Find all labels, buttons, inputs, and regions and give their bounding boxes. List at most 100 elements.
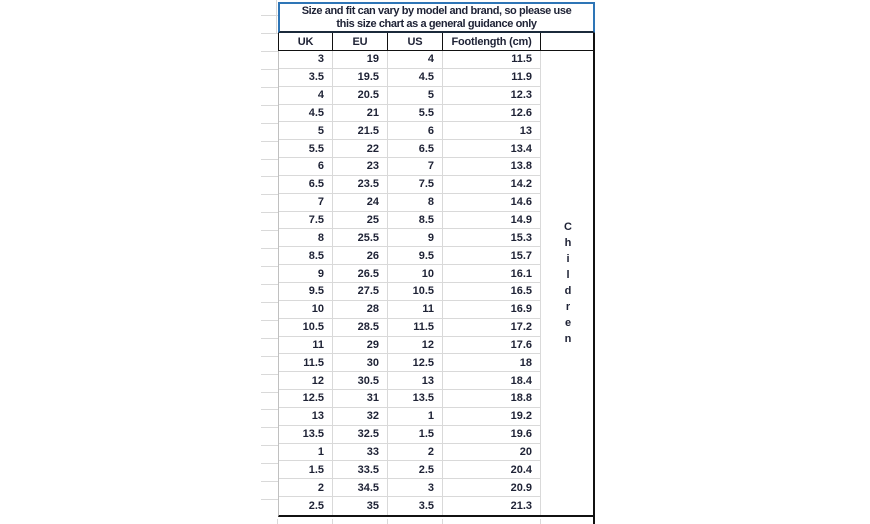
size-notice-line-1: Size and fit can vary by model and brand… — [301, 4, 572, 17]
cell-eu: 25.5 — [333, 229, 388, 248]
table-row: 8.5 26 9.5 15.7 — [279, 247, 593, 266]
table-row: 2.5 35 3.5 21.3 — [279, 497, 593, 515]
children-label-letter: d — [564, 285, 572, 297]
gridline-stub — [261, 194, 278, 195]
cell-uk: 11.5 — [279, 354, 333, 373]
cell-us: 9.5 — [388, 247, 443, 266]
cell-footlength: 21.3 — [443, 497, 541, 515]
cell-footlength: 20.4 — [443, 461, 541, 480]
table-row: 11 29 12 17.6 — [279, 336, 593, 355]
cell-uk: 6 — [279, 158, 333, 176]
cell-footlength: 15.3 — [443, 229, 541, 248]
gridline-stub — [261, 427, 278, 428]
table-right-border — [593, 33, 595, 524]
cell-spacer — [541, 140, 593, 158]
cell-eu: 30 — [333, 354, 388, 373]
cell-eu: 29 — [333, 336, 388, 355]
cell-eu: 28.5 — [333, 318, 388, 337]
children-label-letter: l — [566, 269, 570, 281]
cell-eu: 35 — [333, 497, 388, 515]
cell-spacer — [541, 194, 593, 212]
cell-uk: 3.5 — [279, 68, 333, 87]
cell-eu: 25 — [333, 211, 388, 230]
cell-us: 8 — [388, 193, 443, 212]
cell-uk: 1 — [279, 443, 333, 462]
cell-us: 9 — [388, 229, 443, 248]
cell-us: 4 — [388, 51, 443, 69]
table-row: 3 19 4 11.5 — [279, 51, 593, 69]
cell-footlength: 13.8 — [443, 158, 541, 176]
cell-footlength: 16.9 — [443, 300, 541, 319]
cell-footlength: 13 — [443, 122, 541, 141]
table-row: 2 34.5 3 20.9 — [279, 479, 593, 498]
gridline-stub — [261, 87, 278, 88]
cell-footlength: 17.2 — [443, 318, 541, 337]
table-header-row: UK EU US Footlength (cm) — [278, 33, 593, 51]
gridline-stub — [261, 123, 278, 124]
column-header-uk: UK — [279, 33, 333, 51]
gridline-stub — [261, 463, 278, 464]
cell-uk: 12.5 — [279, 390, 333, 408]
cell-uk: 7.5 — [279, 211, 333, 230]
cell-spacer — [541, 176, 593, 194]
cell-spacer — [541, 408, 593, 426]
gridline-stub — [261, 356, 278, 357]
table-row: 7 24 8 14.6 — [279, 193, 593, 212]
cell-footlength: 11.9 — [443, 68, 541, 87]
cell-us: 11 — [388, 300, 443, 319]
cell-us: 3.5 — [388, 497, 443, 515]
cell-uk: 9 — [279, 265, 333, 283]
cell-eu: 24 — [333, 193, 388, 212]
cell-us: 13.5 — [388, 390, 443, 408]
cell-footlength: 20 — [443, 443, 541, 462]
table-row: 10 28 11 16.9 — [279, 300, 593, 319]
table-row: 5 21.5 6 13 — [279, 122, 593, 141]
table-row: 1 33 2 20 — [279, 443, 593, 462]
cell-uk: 8.5 — [279, 247, 333, 266]
gridline-stub — [261, 212, 278, 213]
gridline-stub — [261, 159, 278, 160]
gridline-stub — [276, 0, 277, 33]
cell-eu: 23 — [333, 158, 388, 176]
cell-eu: 23.5 — [333, 175, 388, 194]
gridline-stub — [261, 499, 278, 500]
gridline-stub — [261, 248, 278, 249]
cell-uk: 4 — [279, 86, 333, 105]
cell-us: 13 — [388, 372, 443, 391]
cell-footlength: 12.3 — [443, 86, 541, 105]
table-row: 10.5 28.5 11.5 17.2 — [279, 318, 593, 337]
cell-eu: 21.5 — [333, 122, 388, 141]
cell-us: 4.5 — [388, 68, 443, 87]
gridline-stub — [332, 519, 333, 524]
gridline-stub — [261, 176, 278, 177]
gridline-stub — [261, 338, 278, 339]
table-row: 9 26.5 10 16.1 — [279, 265, 593, 283]
cell-footlength: 13.4 — [443, 140, 541, 159]
cell-footlength: 14.6 — [443, 193, 541, 212]
cell-us: 2.5 — [388, 461, 443, 480]
cell-footlength: 20.9 — [443, 479, 541, 498]
gridline-stub — [261, 15, 278, 16]
gridline-stub — [261, 302, 278, 303]
gridline-stub — [261, 33, 278, 34]
gridline-stub — [261, 284, 278, 285]
cell-uk: 11 — [279, 336, 333, 355]
cell-footlength: 16.1 — [443, 265, 541, 283]
cell-us: 6 — [388, 122, 443, 141]
gridline-stub — [261, 51, 278, 52]
cell-spacer — [541, 444, 593, 462]
cell-eu: 30.5 — [333, 372, 388, 391]
cell-eu: 32.5 — [333, 425, 388, 444]
cell-uk: 3 — [279, 51, 333, 69]
cell-us: 10.5 — [388, 282, 443, 301]
cell-spacer — [541, 105, 593, 123]
cell-footlength: 19.2 — [443, 407, 541, 426]
gridline-stub — [277, 519, 278, 524]
cell-footlength: 15.7 — [443, 247, 541, 266]
table-row: 5.5 22 6.5 13.4 — [279, 140, 593, 159]
cell-eu: 19.5 — [333, 68, 388, 87]
size-notice: Size and fit can vary by model and brand… — [278, 2, 595, 33]
cell-eu: 26 — [333, 247, 388, 266]
cell-uk: 9.5 — [279, 282, 333, 301]
